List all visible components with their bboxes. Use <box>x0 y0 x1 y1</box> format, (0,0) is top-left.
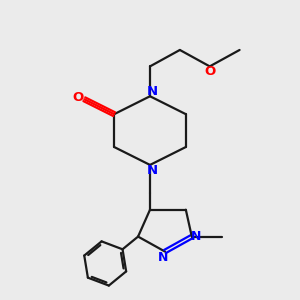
Text: N: N <box>191 230 202 243</box>
Text: N: N <box>158 251 169 264</box>
Text: O: O <box>73 91 84 104</box>
Text: N: N <box>147 85 158 98</box>
Text: N: N <box>147 164 158 177</box>
Text: O: O <box>204 65 215 78</box>
